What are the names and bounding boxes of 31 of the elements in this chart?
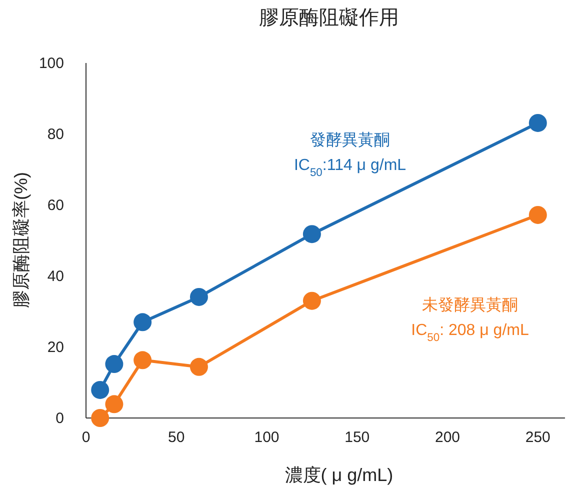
- y-tick-label: 40: [47, 268, 64, 285]
- text: 發酵異黃酮: [310, 131, 390, 149]
- point: [91, 409, 110, 427]
- x-tick-label: 0: [82, 429, 90, 446]
- y-tick-label: 80: [47, 126, 64, 143]
- point: [105, 355, 124, 374]
- annotation: IC$_{50}$:114 μ g/mL: [294, 157, 406, 179]
- x-tick-label: 150: [344, 429, 370, 446]
- text: 未發酵異黃酮: [422, 296, 518, 314]
- point: [302, 225, 321, 244]
- x-axis-title: 濃度( μ g/mL): [284, 465, 394, 485]
- point: [134, 351, 152, 370]
- point: [528, 114, 547, 132]
- x-tick-label: 100: [254, 429, 280, 446]
- point: [134, 313, 152, 332]
- point: [91, 380, 110, 399]
- y-tick-label: 100: [38, 55, 64, 72]
- point: [190, 288, 208, 306]
- x-tick-label: 50: [168, 429, 185, 446]
- point: [528, 206, 547, 224]
- y-axis-title: 膠原酶阻礙率(%): [11, 172, 31, 308]
- annotation: IC$_{50}$: 208 μ g/mL: [411, 322, 529, 344]
- x-tick-label: 250: [525, 429, 550, 446]
- point: [190, 358, 208, 376]
- chart-title: 膠原酶阻礙作用: [259, 7, 399, 29]
- point: [105, 395, 124, 414]
- y-tick-label: 20: [47, 339, 64, 356]
- x-tick-label: 200: [434, 429, 460, 446]
- y-tick-label: 60: [47, 197, 64, 214]
- y-tick-label: 0: [56, 410, 64, 427]
- point: [302, 292, 321, 310]
